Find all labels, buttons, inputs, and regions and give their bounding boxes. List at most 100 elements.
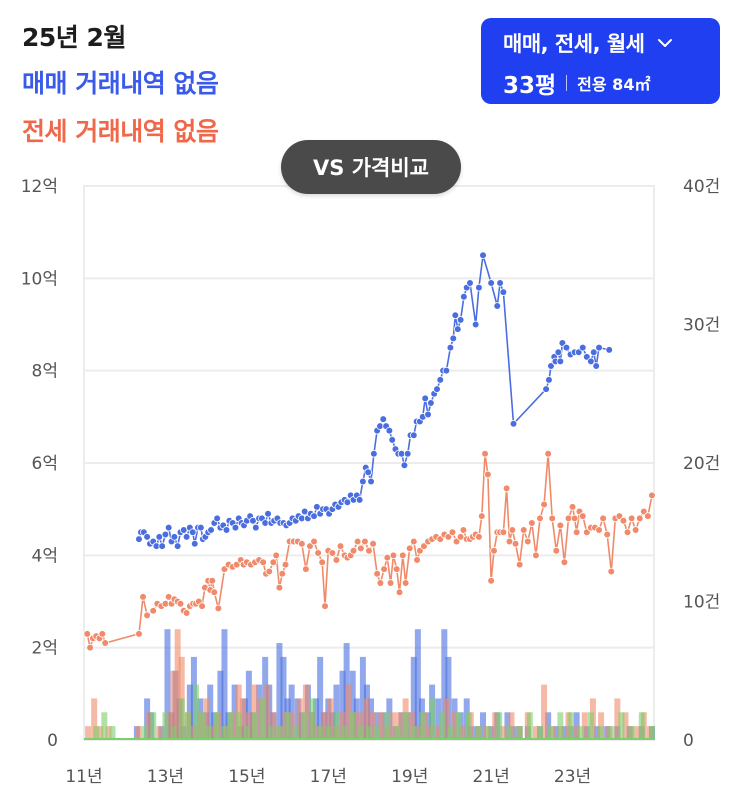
price-point (448, 528, 457, 537)
price-point (252, 523, 260, 532)
price-point (101, 639, 109, 647)
price-point (466, 279, 474, 287)
price-point (623, 528, 632, 537)
price-point (318, 558, 326, 567)
volume-bar (390, 712, 397, 740)
x-tick-label: 19년 (391, 767, 428, 787)
type-area-filter-button[interactable]: 매매, 전세, 월세 33평 전용 84㎡ (481, 18, 720, 104)
price-point (449, 334, 458, 343)
volume-bar (135, 726, 142, 740)
price-point (379, 415, 388, 423)
volume-bar (150, 712, 157, 740)
price-point (398, 551, 407, 560)
price-point (264, 509, 272, 518)
price-point (631, 526, 640, 534)
price-point (595, 526, 603, 534)
area-label: 전용 84㎡ (577, 75, 651, 94)
price-point (310, 537, 318, 546)
volume-bar (634, 726, 641, 740)
volume-bar (410, 726, 417, 740)
price-point (460, 292, 468, 301)
volume-bar (203, 698, 210, 740)
price-point (471, 320, 480, 329)
price-point (388, 436, 397, 444)
price-point (562, 343, 571, 352)
volume-bar (598, 726, 605, 740)
volume-bar (325, 726, 332, 740)
y-right-tick-label: 40건 (683, 177, 720, 197)
price-point (477, 512, 486, 520)
price-point (213, 514, 221, 523)
sale-status-text: 매매 거래내역 없음 (22, 69, 219, 98)
price-point (554, 348, 563, 357)
price-point (367, 477, 375, 486)
price-point (509, 419, 518, 428)
volume-bar (284, 712, 291, 740)
price-point (523, 537, 532, 546)
volume-bar (608, 726, 615, 740)
volume-bar (410, 656, 417, 740)
volume-bar (349, 712, 356, 740)
price-point (231, 523, 240, 532)
compare-button[interactable]: VS 가격비교 (281, 140, 461, 194)
volume-bar (184, 712, 191, 740)
volume-bar (276, 726, 283, 740)
volume-bar (581, 712, 588, 740)
price-point (508, 526, 517, 534)
volume-bar (221, 726, 228, 740)
price-point (269, 558, 278, 567)
volume-bar (516, 726, 523, 740)
volume-bar (357, 726, 364, 740)
price-point (355, 496, 364, 504)
price-point (644, 512, 652, 520)
price-point (164, 523, 173, 532)
filter-types-row: 매매, 전세, 월세 (503, 28, 720, 58)
y-left-tick-label: 0 (47, 731, 58, 751)
volume-bar (363, 698, 370, 740)
price-point (560, 558, 569, 567)
volume-bar (221, 629, 228, 740)
price-point (349, 546, 358, 555)
volume-bar (532, 726, 539, 740)
volume-bar (594, 726, 600, 740)
volume-bar (480, 712, 486, 740)
price-point (389, 551, 398, 560)
price-point (139, 593, 147, 601)
price-point (386, 579, 395, 587)
price-point (401, 579, 410, 587)
price-point (556, 357, 565, 366)
price-point (479, 251, 487, 260)
price-point (456, 316, 465, 324)
volume-bar (587, 712, 594, 740)
price-line (138, 255, 610, 550)
volume-bar (459, 726, 466, 740)
price-point (208, 576, 217, 585)
price-point (453, 325, 462, 333)
volume-bar (264, 684, 271, 740)
price-point (198, 602, 206, 610)
volume-bar (492, 712, 499, 740)
date-label: 25년 2월 (22, 23, 126, 52)
volume-bar (541, 684, 548, 740)
volume-bar (317, 656, 324, 740)
volume-bar (178, 698, 185, 740)
price-point (210, 588, 219, 597)
volume-bar (443, 698, 450, 740)
volume-bar (614, 698, 621, 740)
volume-bar (235, 712, 242, 740)
volume-bar (573, 726, 580, 740)
volume-bar (243, 726, 250, 740)
price-point (328, 549, 337, 557)
volume-bar (207, 684, 214, 740)
volume-bar (486, 726, 493, 740)
volume-bar (156, 726, 163, 740)
y-left-tick-label: 8억 (32, 362, 58, 382)
volume-bar (166, 712, 173, 740)
price-point (380, 565, 388, 573)
volume-bar (245, 670, 252, 740)
price-point (540, 500, 548, 509)
price-point (385, 426, 394, 435)
price-point (176, 600, 185, 608)
volume-bar (506, 726, 513, 740)
price-point (197, 523, 205, 532)
